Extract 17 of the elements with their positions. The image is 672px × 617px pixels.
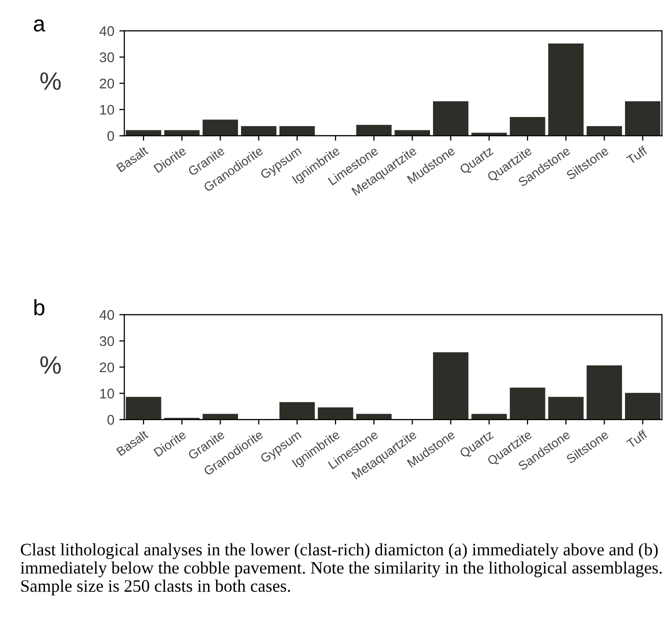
y-tick-label: 40 [99,310,114,320]
chart-title: a [34,19,46,32]
y-tick-label: 10 [100,104,114,115]
y-tick-label: 30 [100,336,114,346]
chart-title: b [34,299,44,316]
y-tick-label: 30 [100,52,114,62]
y-tick-label: 10 [100,388,114,399]
y-tick-label: 0 [107,131,114,141]
y-axis-title: % [40,72,61,90]
y-tick-label: 0 [107,414,114,425]
y-axis-title: % [40,356,61,374]
y-tick-label: 20 [100,78,114,88]
y-tick-label: 40 [99,26,114,36]
x-tick-label: Tuff [626,145,648,165]
y-tick-label: 20 [100,362,114,372]
x-tick-label: Tuff [626,429,648,449]
text: Clast lithological analyses in the lower (clast-rich) diamicton (a) immediately above and (b) immediately below the cobble pavement. Note the similarity in the lithological assemblages. Sample size is 250 clasts in both cases. [20,543,662,596]
